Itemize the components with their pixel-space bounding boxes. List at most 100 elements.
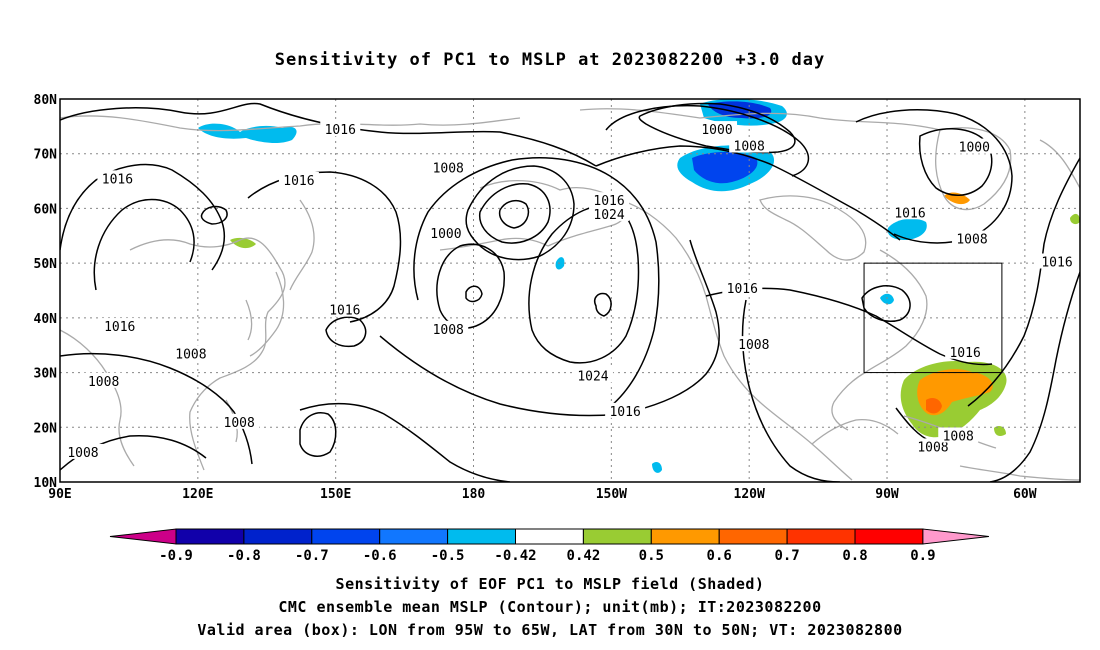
lon-label: 150W [596,487,627,502]
contour-label-bg [320,121,361,137]
colorbar-segment [582,528,652,545]
mslp-contours [60,102,1080,482]
lat-label: 80N [34,93,58,108]
map-frame [59,98,1081,483]
colorbar-label: -0.8 [227,548,261,564]
contour-label-bg [952,230,993,246]
coast-arctic-asia [60,115,521,132]
longitude-labels: 90E 120E 150E 180 150W 120W 90W 60W [48,487,1037,502]
colorbar-label: -0.42 [494,548,536,564]
colorbar-segment [854,528,924,545]
contour-1000-low [478,183,551,244]
contour-label: 1016 [894,206,925,221]
lon-label: 120W [734,487,765,502]
contour-label-bg [428,320,469,336]
contour-label-bg [938,427,979,443]
contour-label: 1016 [104,320,135,335]
colorbar-label: -0.9 [159,548,193,564]
contour-label: 1016 [329,304,360,319]
colorbar-low-cap [109,528,177,545]
coast-europe-edge [1039,139,1080,189]
map-grid [60,99,1080,482]
colorbar-label: 0.7 [774,548,799,564]
contour-closed-1 [299,412,337,457]
colorbar-segment [243,528,313,545]
contour-closed-2 [200,205,228,225]
contour-label-bg [605,402,646,418]
coast-korea [245,299,253,341]
contour-1024-inner [594,292,612,317]
colorbar-segment [515,528,584,545]
coast-japan [249,271,285,357]
contour-1000-core [498,199,530,229]
contour-label-bg [729,137,770,153]
colorbar-segment [786,528,856,545]
contour-label: 1008 [734,140,765,155]
contour-label-bg [1037,253,1078,269]
coast-north-america [619,199,853,481]
caption-contour: CMC ensemble mean MSLP (Contour); unit(m… [278,598,822,616]
coast-south-america [959,465,1080,481]
contour-label-bg [697,121,738,137]
shade-positive-east [1070,213,1080,225]
coast-gulf [811,418,899,445]
contour-label-bg [324,301,365,317]
contour-label: 1008 [956,233,987,248]
contour-label: 1024 [593,208,624,223]
lon-label: 90E [48,487,71,502]
contour-closed-4 [465,285,483,303]
contour-label: 1016 [1041,256,1072,271]
latitude-labels: 80N 70N 60N 50N 40N 30N 20N 10N [34,93,58,491]
coast-east-asia [129,237,286,471]
contour-label: 1016 [102,172,133,187]
contour-label: 1000 [430,227,461,242]
page-title: Sensitivity of PC1 to MSLP at 2023082200… [274,50,826,70]
contour-label-bg [219,413,260,429]
colorbar-segment [311,528,381,545]
contour-label: 1008 [224,416,255,431]
contour-1000-greenland [918,128,993,196]
contour-1016-arctic-na [595,145,901,241]
contour-1016-siberia [60,163,226,271]
lon-label: 60W [1013,487,1037,502]
contour-label: 1008 [88,375,119,390]
lat-label: 30N [34,367,58,382]
lat-label: 60N [34,202,58,217]
contour-1016-pac-high [413,156,660,411]
coast-kamchatka [289,199,315,291]
contour-label-bg [97,170,138,186]
colorbar-labels: -0.9 -0.8 -0.7 -0.6 -0.5 -0.42 0.42 0.5 0.6 0.7 0.… [159,548,935,564]
shade-positive-asia [230,237,256,249]
shade-negative-arctic-na2-core [692,152,758,184]
contour-label-bg [62,443,103,459]
contour-label: 1016 [949,346,980,361]
colorbar-label: 0.42 [567,548,601,564]
coast-east-us [831,249,928,431]
contour-1000-arctic-na [638,102,796,154]
contour-label-bg [945,343,986,359]
shade-positive-small [994,426,1006,436]
colorbar [109,528,989,545]
colorbar-segment [718,528,788,545]
contour-label: 1008 [175,347,206,362]
contour-label: 1016 [283,174,314,189]
lon-label: 90W [875,487,899,502]
contour-1016-north [60,102,597,167]
contour-label-bg [572,367,613,383]
coast-indochina [60,329,135,467]
contour-1016-atlantic [989,271,1080,482]
lon-label: 120E [182,487,213,502]
colorbar-label: 0.8 [842,548,867,564]
coastlines [60,108,1080,481]
lat-label: 50N [34,257,58,272]
lon-label: 150E [320,487,351,502]
contour-1008-trop [299,402,511,482]
lat-label: 70N [34,148,58,163]
contour-label-bg [589,205,630,221]
contour-label-bg [278,171,319,187]
contour-label-bg [428,159,469,175]
colorbar-segment [175,528,245,545]
lat-label: 10N [34,476,58,491]
